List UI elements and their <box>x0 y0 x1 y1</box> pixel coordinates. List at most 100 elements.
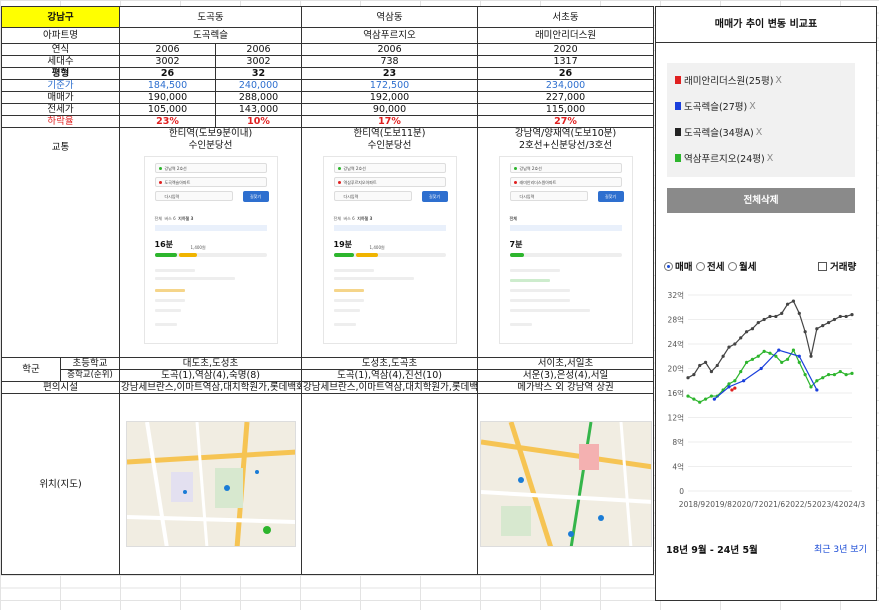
cell[interactable]: 32 <box>215 67 303 80</box>
cell[interactable]: 184,500 <box>119 79 217 92</box>
cell[interactable]: 도성초,도곡초 <box>301 357 479 370</box>
transport-cell[interactable]: 한티역(도보11분) 수인분당선 강남역 2호선 역삼푸르지오아파트 다시입력 … <box>301 127 479 358</box>
recent-3y-link[interactable]: 최근 3년 보기 <box>814 545 867 555</box>
cell[interactable]: 3002 <box>215 55 303 68</box>
transport-cell[interactable]: 한티역(도보9분이내) 수인분당선 강남역 2호선 도곡렉슬아파트 다시입력 길… <box>119 127 303 358</box>
data-point <box>809 385 813 389</box>
school-elem-label[interactable]: 초등학교 <box>59 357 121 370</box>
data-point <box>791 299 796 303</box>
cell[interactable]: 192,000 <box>301 91 479 104</box>
cell[interactable]: 26 <box>477 67 655 80</box>
row-label-units[interactable]: 세대수 <box>0 55 121 68</box>
cell[interactable]: 강남세브란스,이마트역삼,대치학원가,롯데백화점 <box>119 381 303 394</box>
data-point <box>759 366 763 371</box>
map-cell[interactable] <box>119 393 303 575</box>
series-line <box>687 348 853 403</box>
remove-icon[interactable]: X <box>749 100 756 112</box>
cell[interactable]: 90,000 <box>301 103 479 116</box>
data-point <box>703 397 708 401</box>
data-point <box>727 385 731 389</box>
row-label-drop[interactable]: 하락율 <box>0 115 121 128</box>
cell[interactable]: 115,000 <box>477 103 655 116</box>
cell[interactable]: 3002 <box>119 55 217 68</box>
legend-item[interactable]: 역삼푸르지오(24평) X <box>675 151 773 165</box>
cell[interactable]: 23% <box>119 115 217 128</box>
radio-jeonse[interactable]: 전세 <box>696 259 724 273</box>
cell[interactable]: 288,000 <box>215 91 303 104</box>
radio-wolse[interactable]: 월세 <box>728 259 756 273</box>
y-tick-label: 20억 <box>668 365 684 374</box>
delete-all-button[interactable]: 전체삭제 <box>667 188 855 213</box>
data-point <box>768 351 772 355</box>
cell[interactable]: 메가박스 외 강남역 상권 <box>477 381 655 394</box>
cell[interactable]: 227,000 <box>477 91 655 104</box>
cell[interactable]: 서이초,서일초 <box>477 357 655 370</box>
y-tick-label: 24억 <box>668 340 684 349</box>
cell[interactable]: 234,000 <box>477 79 655 92</box>
x-tick-label: 2019/8 <box>705 500 732 509</box>
row-label-built[interactable]: 연식 <box>0 43 121 56</box>
apt-name[interactable]: 래미안리더스원 <box>477 27 655 44</box>
legend-item[interactable]: 도곡렉슬(27평) X <box>675 99 756 113</box>
region-cell[interactable]: 강남구 <box>0 6 121 28</box>
school-mid-label[interactable]: 중학교(순위) <box>59 369 121 382</box>
dong-cell[interactable]: 역삼동 <box>301 6 479 28</box>
dong-cell[interactable]: 서초동 <box>477 6 655 28</box>
cell[interactable]: 도곡(1),역삼(4),진선(10) <box>301 369 479 382</box>
row-label-location[interactable]: 위치(지도) <box>0 393 121 575</box>
cell[interactable]: 190,000 <box>119 91 217 104</box>
cell[interactable]: 1317 <box>477 55 655 68</box>
transport-cell[interactable]: 강남역/양재역(도보10분) 2호선+신분당선/3호선 강남역 2호선 래미안리… <box>477 127 655 358</box>
cell[interactable]: 2006 <box>215 43 303 56</box>
cell[interactable]: 738 <box>301 55 479 68</box>
row-label-amenity[interactable]: 편의시설 <box>0 381 121 394</box>
map-cell[interactable] <box>301 393 479 575</box>
cell[interactable]: 172,500 <box>301 79 479 92</box>
legend-item[interactable]: 도곡렉슬(34평A) X <box>675 125 762 139</box>
cell[interactable]: 10% <box>215 115 303 128</box>
cell[interactable]: 도곡(1),역삼(4),숙명(8) <box>119 369 303 382</box>
cell[interactable]: 서운(3),은성(4),서일 <box>477 369 655 382</box>
dong-cell[interactable]: 도곡동 <box>119 6 303 28</box>
data-point <box>733 342 737 346</box>
row-label-school[interactable]: 학군 <box>1 357 61 382</box>
apt-name[interactable]: 역삼푸르지오 <box>301 27 479 44</box>
remove-icon[interactable]: X <box>775 74 782 86</box>
cell[interactable]: 2020 <box>477 43 655 56</box>
row-label-jeonse[interactable]: 전세가 <box>0 103 121 116</box>
row-label-transport[interactable]: 교통 <box>0 127 121 358</box>
cell[interactable]: 대도초,도성초 <box>119 357 303 370</box>
remove-icon[interactable]: X <box>755 126 763 138</box>
cell[interactable]: 2006 <box>119 43 217 56</box>
cell[interactable]: 105,000 <box>119 103 217 116</box>
row-label-pyeong[interactable]: 평형 <box>0 67 121 80</box>
cell[interactable]: 23 <box>301 67 479 80</box>
apt-label[interactable]: 아파트명 <box>0 27 121 44</box>
cell[interactable]: 143,000 <box>215 103 303 116</box>
cell[interactable]: 240,000 <box>215 79 303 92</box>
y-tick-label: 32억 <box>668 291 684 300</box>
data-point <box>797 354 801 358</box>
cell[interactable]: 강남세브란스,이마트역삼,대치학원가,롯데백화점 <box>301 381 479 394</box>
apt-name[interactable]: 도곡렉슬 <box>119 27 303 44</box>
comparison-table: 강남구 도곡동 역삼동 서초동 아파트명 도곡렉슬 역삼푸르지오 래미안리더스원… <box>0 6 655 575</box>
data-point <box>791 348 796 352</box>
legend-item[interactable]: 래미안리더스원(25평) X <box>675 73 782 87</box>
cell[interactable]: 26 <box>119 67 217 80</box>
volume-checkbox[interactable]: 거래량 <box>818 259 856 273</box>
remove-icon[interactable]: X <box>766 152 774 164</box>
via-field: 다시입력 <box>154 191 233 201</box>
swatch <box>675 154 681 162</box>
data-point <box>733 379 737 383</box>
data-point <box>838 369 842 374</box>
data-point <box>709 394 714 398</box>
cell[interactable]: 17% <box>301 115 479 128</box>
row-label-base[interactable]: 기준가 <box>0 79 121 92</box>
data-point <box>762 349 766 353</box>
cell[interactable]: 27% <box>477 115 655 128</box>
cell[interactable]: 2006 <box>301 43 479 56</box>
map-cell[interactable] <box>477 393 655 575</box>
radio-sale[interactable]: 매매 <box>664 259 692 273</box>
row-label-sale[interactable]: 매매가 <box>0 91 121 104</box>
data-point <box>750 357 755 361</box>
